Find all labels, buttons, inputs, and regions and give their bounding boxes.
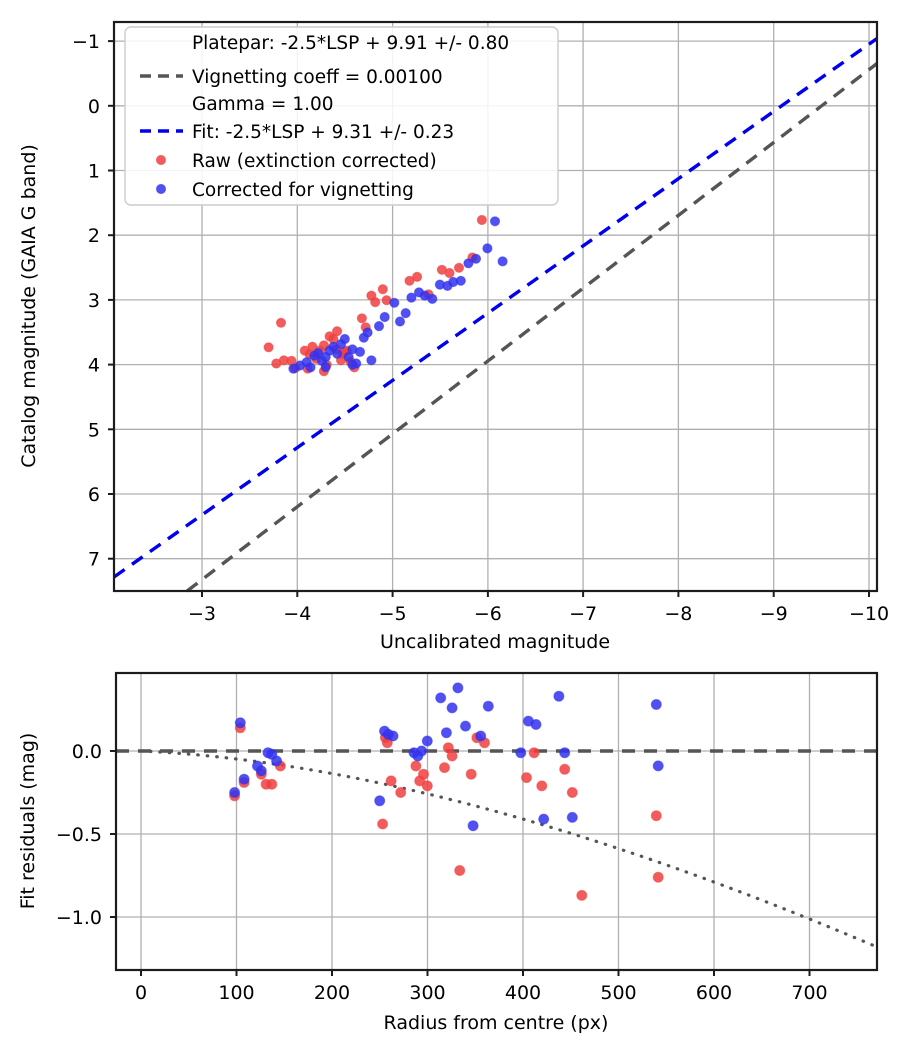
top-ytick-label: 7 [88, 549, 100, 571]
top-plot-xticks [201, 591, 870, 597]
legend-label-platepar: Platepar: -2.5*LSP + 9.91 +/- 0.80 [192, 33, 509, 54]
legend-marker-dot-blue [155, 183, 167, 195]
bottom-scatter-corrected [229, 682, 664, 832]
bottom-plot-xticklabels: 0 100 200 300 400 500 600 700 [135, 982, 828, 1004]
legend-label-gamma: Gamma = 1.00 [192, 94, 334, 115]
top-ytick-label: 6 [88, 484, 100, 506]
top-ytick-label: −1 [72, 31, 100, 53]
top-plot-yticks [108, 40, 114, 560]
vignetting-curve [139, 749, 879, 949]
legend-label-raw: Raw (extinction corrected) [192, 151, 437, 172]
bottom-plot-yticks [110, 750, 116, 918]
top-xtick-label: −3 [188, 603, 216, 625]
top-plot-yaxis-label: Catalog magnitude (GAIA G band) [18, 144, 40, 468]
bottom-xtick-label: 200 [314, 982, 350, 1004]
bottom-xtick-label: 500 [600, 982, 636, 1004]
top-plot-xaxis-label: Uncalibrated magnitude [380, 631, 610, 653]
bottom-xtick-label: 100 [218, 982, 254, 1004]
top-ytick-label: 2 [88, 225, 100, 247]
top-xtick-label: −5 [379, 603, 407, 625]
top-ytick-label: 0 [88, 96, 100, 118]
bottom-plot-gridlines [116, 673, 877, 970]
top-ytick-label: 4 [88, 355, 100, 377]
bottom-ytick-label: −0.5 [56, 824, 102, 846]
top-plot-xticklabels: −3 −4 −5 −6 −7 −8 −9 −10 [188, 603, 889, 625]
top-ytick-label: 1 [88, 161, 100, 183]
bottom-xtick-label: 0 [135, 982, 147, 1004]
top-plot-yticklabels: −1 0 1 2 3 4 5 6 7 [72, 31, 100, 571]
legend-label-vignetting-coeff: Vignetting coeff = 0.00100 [192, 67, 443, 88]
bottom-plot-yticklabels: 0.0 −0.5 −1.0 [56, 741, 102, 929]
bottom-xtick-label: 600 [696, 982, 732, 1004]
legend-label-fit: Fit: -2.5*LSP + 9.31 +/- 0.23 [192, 122, 454, 143]
top-xtick-label: −9 [760, 603, 788, 625]
bottom-xtick-label: 300 [409, 982, 445, 1004]
top-ytick-label: 5 [88, 419, 100, 441]
top-xtick-label: −4 [283, 603, 311, 625]
top-ytick-label: 3 [88, 290, 100, 312]
fit-line [113, 37, 878, 579]
bottom-plot-xaxis-label: Radius from centre (px) [384, 1012, 609, 1034]
bottom-ytick-label: 0.0 [72, 741, 102, 763]
top-xtick-label: −8 [664, 603, 692, 625]
legend-label-corrected: Corrected for vignetting [192, 180, 414, 201]
legend: Platepar: -2.5*LSP + 9.91 +/- 0.80 Vigne… [124, 26, 559, 206]
top-xtick-label: −7 [569, 603, 597, 625]
bottom-xtick-label: 400 [505, 982, 541, 1004]
top-plot-axes: −3 −4 −5 −6 −7 −8 −9 −10 −1 0 1 2 3 4 5 … [18, 20, 889, 653]
top-xtick-label: −10 [849, 603, 889, 625]
top-xtick-label: −6 [474, 603, 502, 625]
bottom-plot-yaxis-label: Fit residuals (mag) [17, 733, 39, 910]
bottom-xtick-label: 700 [791, 982, 827, 1004]
bottom-plot-axes: 0 100 200 300 400 500 600 700 0.0 −0.5 −… [17, 671, 879, 1034]
legend-marker-dot-red [155, 154, 167, 166]
bottom-ytick-label: −1.0 [56, 907, 102, 929]
bottom-plot-xticks [140, 970, 811, 976]
top-scatter-corrected [288, 216, 508, 374]
platepar-line [186, 62, 879, 593]
